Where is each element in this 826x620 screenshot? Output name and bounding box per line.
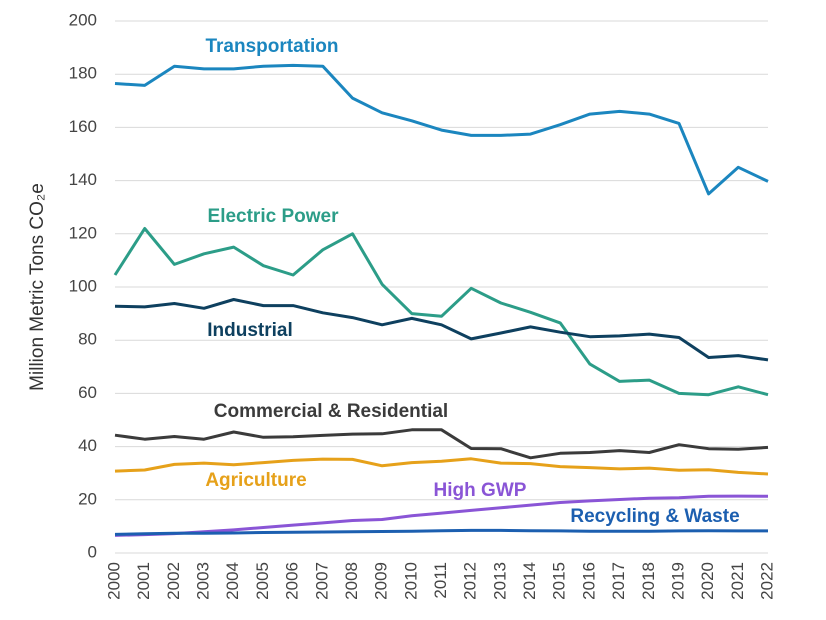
- x-tick-label: 2004: [223, 562, 242, 600]
- x-tick-label: 2021: [728, 562, 747, 600]
- x-tick-label: 2010: [401, 562, 420, 600]
- y-tick-label: 180: [69, 64, 97, 83]
- x-tick-label: 2011: [431, 562, 450, 599]
- series-label: Recycling & Waste: [570, 506, 739, 527]
- series-line: [114, 428, 769, 460]
- y-tick-label: 200: [69, 10, 97, 29]
- x-tick-label: 2008: [342, 562, 361, 600]
- y-tick-label: 60: [78, 383, 97, 402]
- x-tick-label: 2015: [550, 562, 569, 600]
- y-tick-label: 40: [78, 436, 97, 455]
- y-tick-label: 80: [78, 330, 97, 349]
- y-tick-label: 120: [69, 223, 97, 242]
- x-tick-label: 2006: [283, 562, 302, 600]
- series-line: [114, 298, 769, 362]
- x-tick-label: 2013: [490, 562, 509, 600]
- x-tick-label: 2014: [520, 562, 539, 600]
- x-tick-label: 2019: [668, 562, 687, 600]
- series-label: Electric Power: [208, 206, 340, 227]
- y-tick-label: 140: [69, 170, 97, 189]
- x-tick-label: 2022: [757, 562, 776, 600]
- series-label: Industrial: [207, 320, 293, 341]
- series-line: [113, 227, 769, 397]
- x-tick-label: 2001: [134, 562, 153, 600]
- x-tick-label: 2017: [609, 562, 628, 600]
- x-tick-label: 2003: [194, 562, 213, 600]
- x-tick-label: 2018: [639, 562, 658, 600]
- y-tick-label: 100: [69, 276, 97, 295]
- x-tick-label: 2007: [312, 562, 331, 600]
- series-label: Transportation: [205, 36, 338, 57]
- x-tick-label: 2016: [579, 562, 598, 600]
- y-axis-label: Million Metric Tons CO₂e: [27, 183, 48, 391]
- x-tick-label: 2005: [253, 562, 272, 600]
- x-tick-label: 2020: [698, 562, 717, 600]
- x-tick-label: 2012: [461, 562, 480, 600]
- series-label: Agriculture: [205, 470, 306, 491]
- series-label: High GWP: [434, 480, 527, 501]
- x-tick-label: 2009: [372, 562, 391, 600]
- y-tick-label: 20: [78, 489, 97, 508]
- series-line: [114, 63, 769, 196]
- series-line: [114, 528, 768, 536]
- series-line: [114, 457, 769, 476]
- series-line: [114, 494, 769, 537]
- y-tick-label: 0: [88, 542, 97, 561]
- y-tick-label: 160: [69, 117, 97, 136]
- series-label: Commercial & Residential: [214, 401, 448, 422]
- x-tick-label: 2000: [104, 562, 123, 600]
- x-tick-label: 2002: [164, 562, 183, 600]
